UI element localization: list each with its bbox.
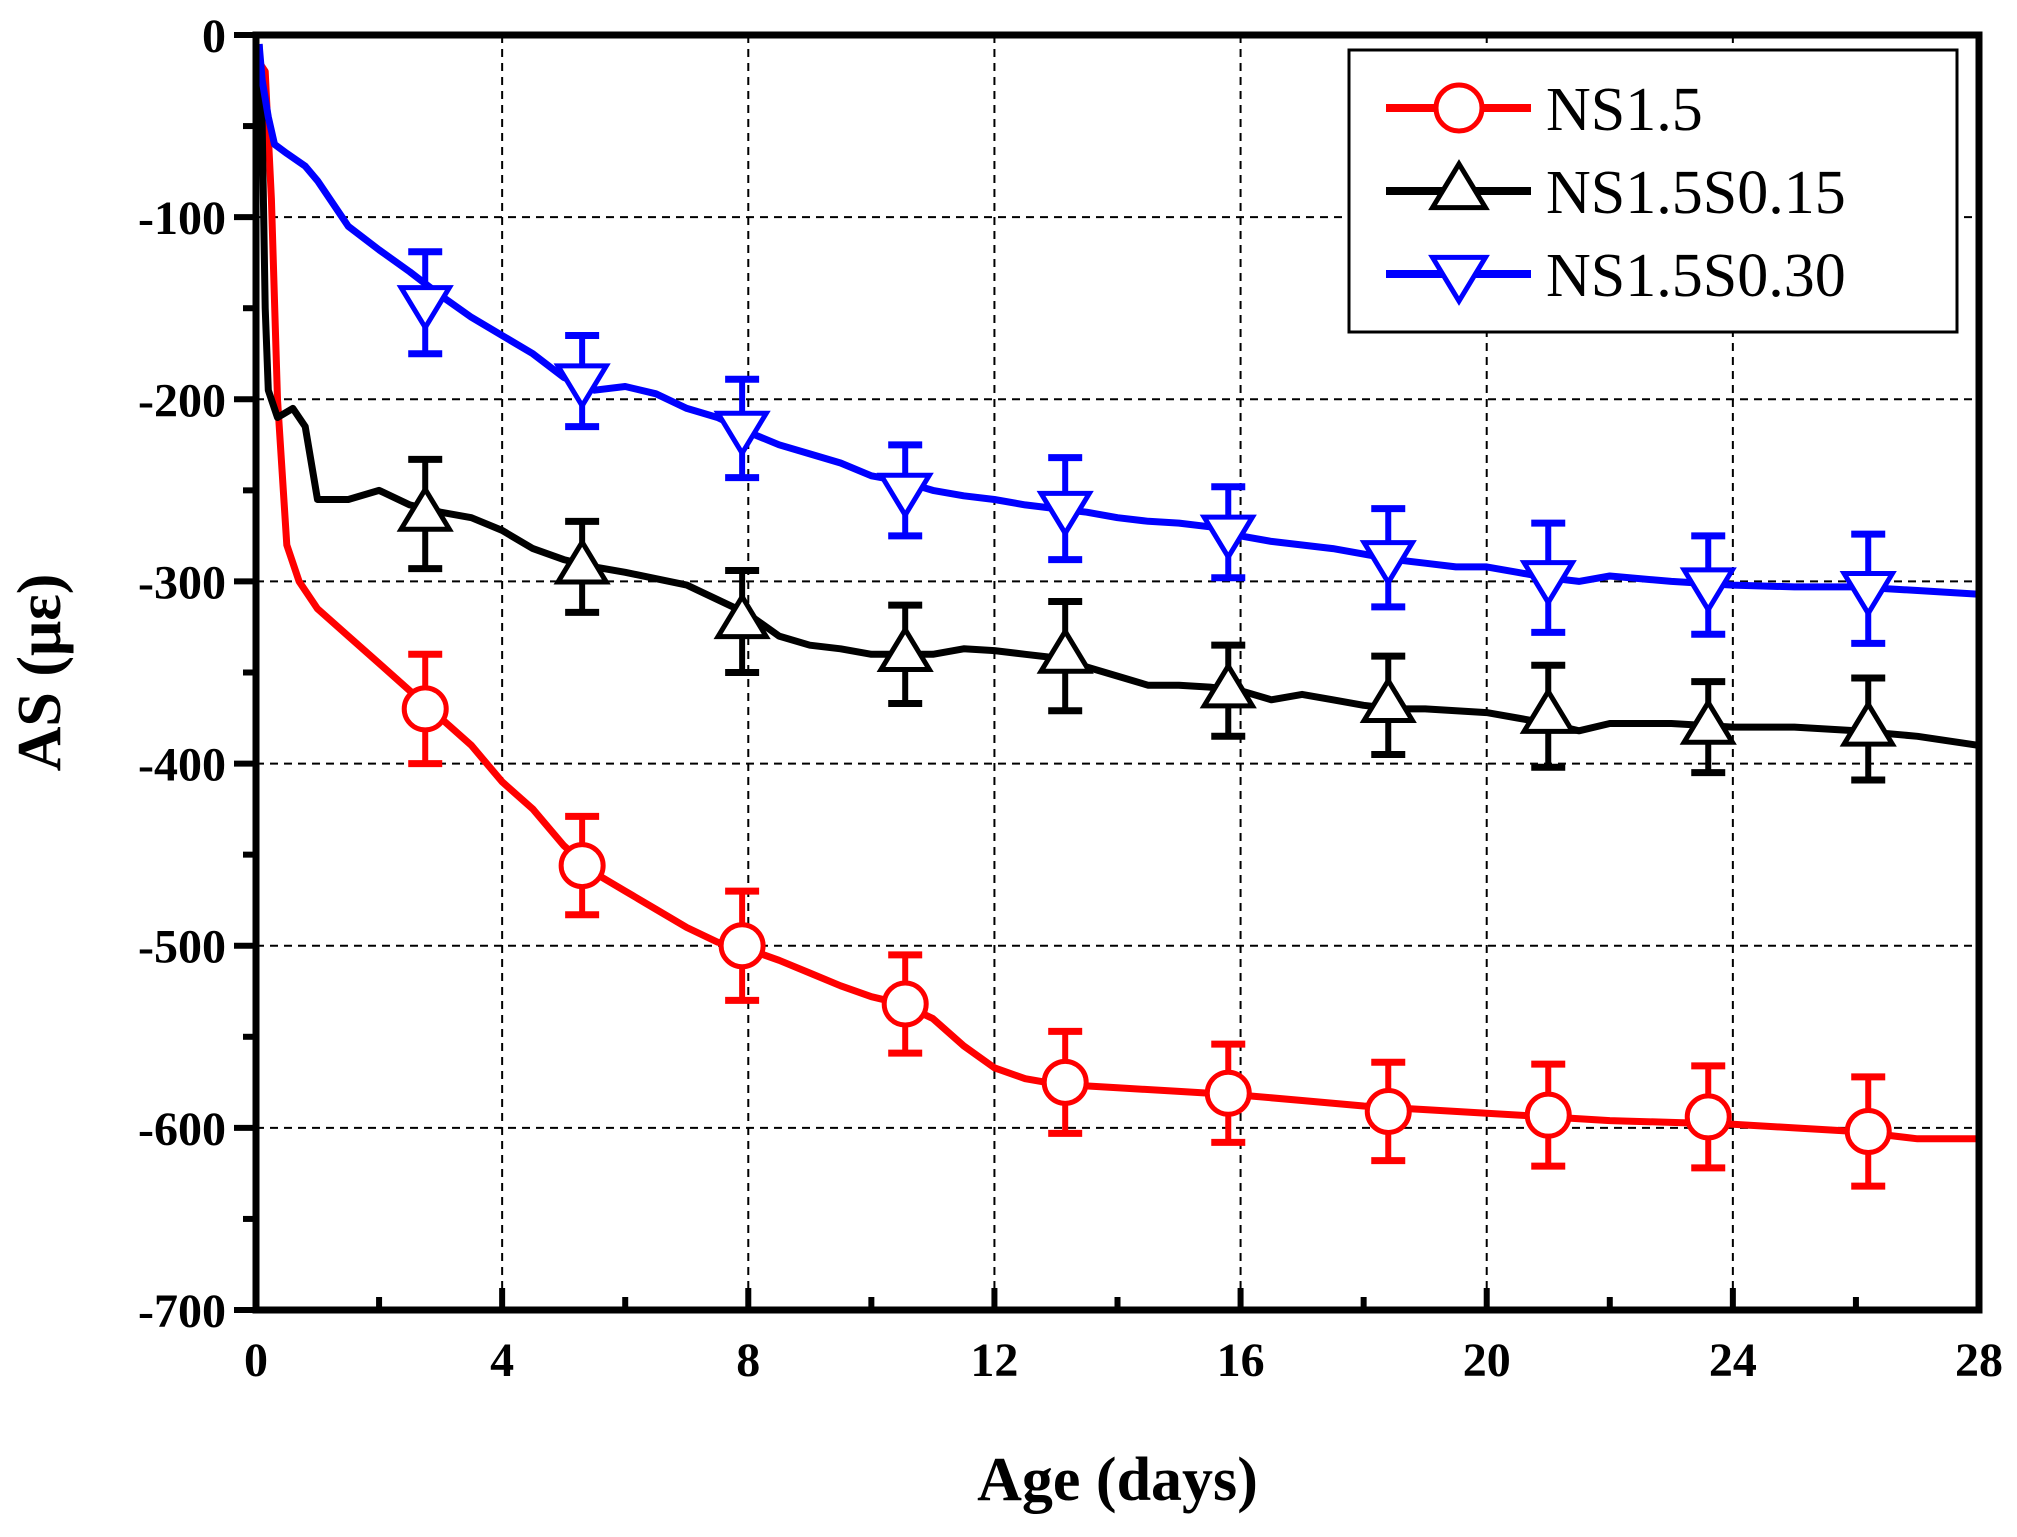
data-point <box>401 685 449 733</box>
data-point <box>1036 626 1094 674</box>
y-tick-label: -600 <box>138 1103 226 1156</box>
data-point <box>1364 1087 1412 1135</box>
data-point <box>396 285 454 333</box>
y-tick-label: 0 <box>202 10 226 63</box>
x-tick-label: 16 <box>1217 1334 1265 1387</box>
data-point <box>876 472 934 520</box>
data-point <box>1839 571 1897 619</box>
data-point <box>553 363 611 411</box>
x-tick-label: 24 <box>1709 1334 1757 1387</box>
legend-label: NS1.5 <box>1546 76 1703 144</box>
x-tick-label: 8 <box>736 1334 760 1387</box>
series-layer <box>255 43 1980 1190</box>
legend-label: NS1.5S0.15 <box>1546 159 1846 227</box>
data-point <box>558 842 606 890</box>
data-point <box>718 922 766 970</box>
data-point <box>713 591 771 640</box>
y-axis-title: AS (με) <box>6 574 74 772</box>
data-point <box>713 410 771 458</box>
y-tick-label: -400 <box>138 739 226 792</box>
series-2 <box>255 43 1980 784</box>
data-point <box>1204 1069 1252 1117</box>
data-point <box>1519 686 1577 734</box>
legend-marker <box>1428 254 1490 306</box>
axis-ticks: 0 4 8 12 16 20 24 28 0 -100 -200 -300 -400 -500 -600 -7… <box>138 10 2003 1387</box>
y-tick-label: -200 <box>138 374 226 427</box>
legend-label: NS1.5S0.30 <box>1546 242 1846 310</box>
y-tick-label: -700 <box>138 1285 226 1338</box>
series-line <box>256 60 1979 1143</box>
y-tick-label: -500 <box>138 921 226 974</box>
data-point <box>1679 567 1737 615</box>
legend: NS1.5 NS1.5S0.15 NS1.5S0.30 <box>1347 48 1959 334</box>
data-point <box>1684 1093 1732 1141</box>
data-point <box>1199 661 1257 709</box>
data-point <box>553 537 611 585</box>
x-tick-label: 28 <box>1955 1334 2003 1387</box>
data-point <box>1524 1091 1572 1139</box>
series-3 <box>255 43 1980 647</box>
data-point <box>1839 699 1897 747</box>
x-tick-label: 4 <box>490 1334 514 1387</box>
data-point <box>1359 675 1417 723</box>
data-point <box>1359 540 1417 588</box>
x-tick-label: 12 <box>970 1334 1018 1387</box>
series-1 <box>256 60 1979 1190</box>
x-tick-label: 20 <box>1463 1334 1511 1387</box>
legend-marker <box>1433 82 1485 134</box>
data-point <box>396 484 454 532</box>
y-tick-label: -300 <box>138 556 226 609</box>
data-point <box>1844 1108 1892 1155</box>
legend-marker <box>1428 159 1490 211</box>
data-point <box>881 980 929 1028</box>
data-point <box>1199 514 1257 562</box>
data-point <box>1041 1058 1089 1106</box>
x-tick-label: 0 <box>244 1334 268 1387</box>
data-point <box>1036 490 1094 539</box>
data-point <box>876 624 934 672</box>
x-axis-title: Age (days) <box>977 1446 1258 1514</box>
y-tick-label: -100 <box>138 192 226 245</box>
data-point <box>1519 560 1577 608</box>
series-line <box>255 43 1980 598</box>
data-point <box>1679 697 1737 745</box>
